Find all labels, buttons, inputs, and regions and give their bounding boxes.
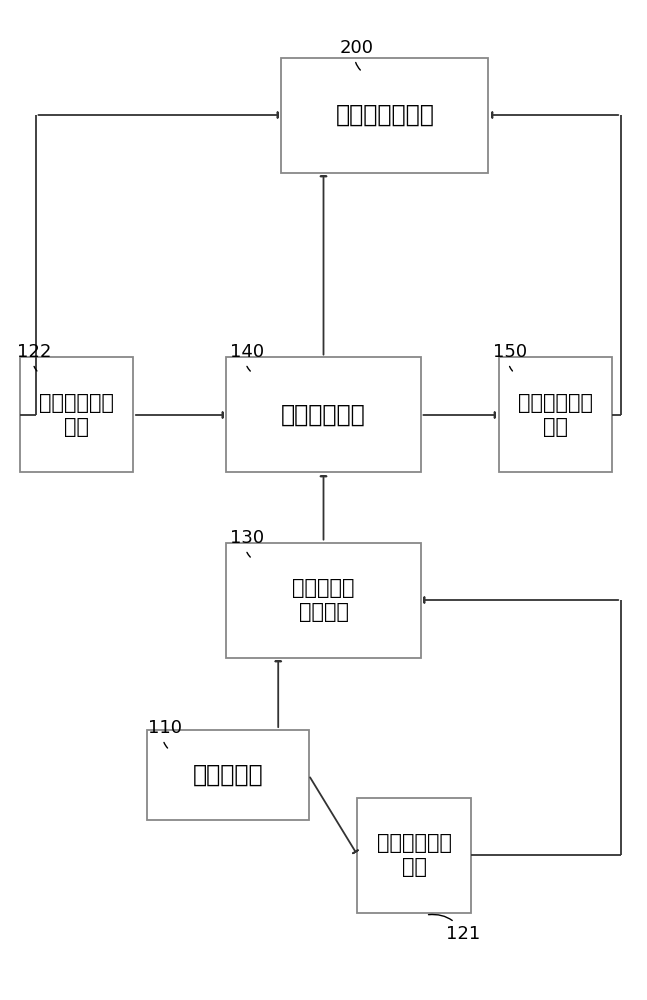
Text: 第一数字模型
文件: 第一数字模型 文件 [377, 833, 452, 877]
Text: 200: 200 [340, 39, 374, 70]
Text: 实体模型演算: 实体模型演算 [281, 403, 366, 427]
Text: 110: 110 [148, 719, 182, 748]
Text: 手术前扫描: 手术前扫描 [192, 763, 263, 787]
Bar [281, 57, 488, 172]
Bar [19, 357, 133, 472]
Text: 制作固定式义齿: 制作固定式义齿 [336, 103, 434, 127]
Text: 自体牙冠模型
文件: 自体牙冠模型 文件 [518, 393, 593, 437]
Bar [498, 357, 611, 472]
Bar [226, 542, 421, 658]
Bar [147, 730, 309, 820]
Text: 130: 130 [230, 529, 264, 557]
Text: 140: 140 [230, 343, 264, 371]
Text: 光学定位及
车削治疗: 光学定位及 车削治疗 [292, 578, 355, 622]
Text: 150: 150 [493, 343, 527, 371]
Bar [226, 357, 421, 472]
Bar [357, 798, 470, 912]
Text: 122: 122 [17, 343, 52, 371]
Text: 121: 121 [428, 914, 481, 943]
Text: 第二数字模型
文件: 第二数字模型 文件 [39, 393, 114, 437]
